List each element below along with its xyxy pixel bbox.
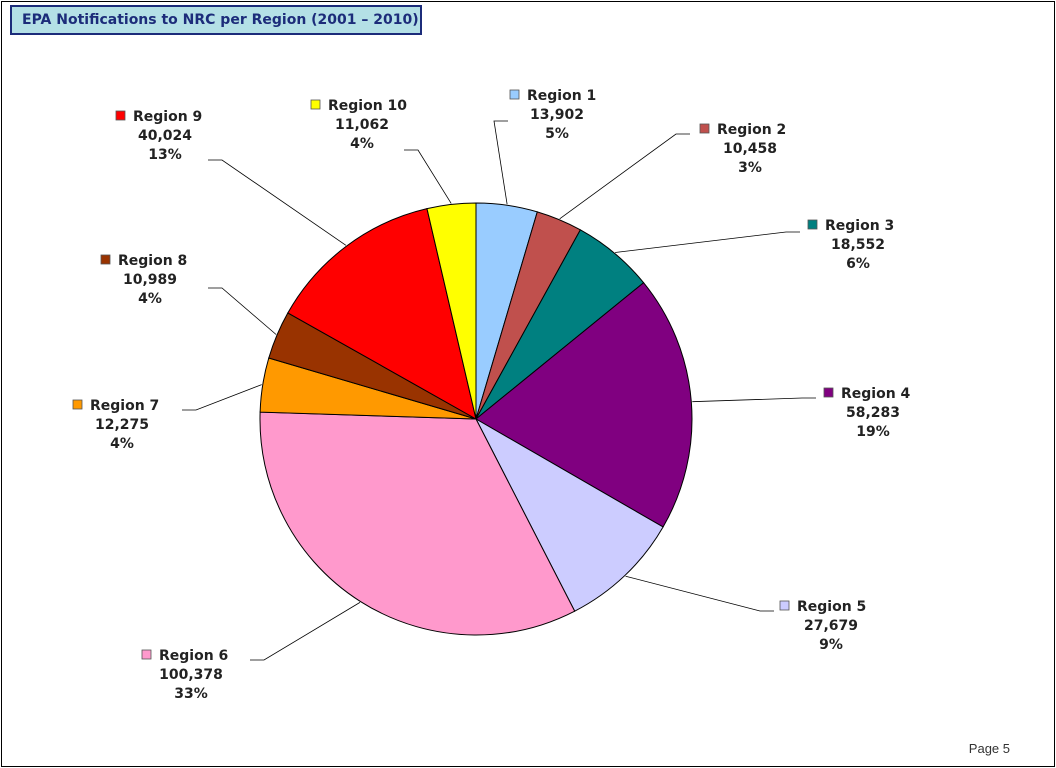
pie-slice-region-10 bbox=[426, 202, 477, 420]
leader-line bbox=[250, 602, 361, 661]
pie-slice-region-6 bbox=[259, 411, 576, 636]
slice-label-name: Region 1 bbox=[527, 88, 596, 104]
slice-label-name: Region 9 bbox=[133, 109, 202, 125]
leader-line bbox=[559, 133, 690, 220]
legend-swatch bbox=[141, 649, 152, 660]
slice-label-value: 58,283 bbox=[846, 405, 900, 421]
legend-swatch bbox=[779, 600, 790, 611]
slice-label-value: 27,679 bbox=[804, 618, 858, 634]
slice-label-percent: 19% bbox=[856, 424, 890, 440]
leader-line bbox=[208, 159, 347, 246]
slice-label-name: Region 3 bbox=[825, 218, 894, 234]
slice-label-value: 12,275 bbox=[95, 417, 149, 433]
pie-slice-region-4 bbox=[475, 282, 693, 528]
legend-swatch bbox=[72, 399, 83, 410]
leader-line bbox=[625, 575, 774, 612]
slice-label-name: Region 8 bbox=[118, 253, 187, 269]
slice-label-percent: 9% bbox=[819, 637, 843, 653]
slice-label-percent: 3% bbox=[738, 160, 762, 176]
chart-title-box: EPA Notifications to NRC per Region (200… bbox=[10, 5, 422, 35]
slice-label-percent: 4% bbox=[110, 436, 134, 452]
slice-label-value: 11,062 bbox=[335, 117, 389, 133]
leader-line bbox=[182, 384, 262, 411]
slice-label-name: Region 5 bbox=[797, 599, 866, 615]
slice-label-percent: 4% bbox=[138, 291, 162, 307]
slice-label-value: 18,552 bbox=[831, 237, 885, 253]
slice-label-value: 100,378 bbox=[159, 667, 223, 683]
legend-swatch bbox=[115, 110, 126, 121]
slice-label-name: Region 10 bbox=[328, 98, 407, 114]
slice-label-percent: 4% bbox=[350, 136, 374, 152]
leader-line bbox=[615, 231, 800, 253]
slice-label-percent: 33% bbox=[174, 686, 208, 702]
leader-line bbox=[208, 287, 277, 335]
slice-label-percent: 5% bbox=[545, 126, 569, 142]
legend-swatch bbox=[310, 99, 321, 110]
slice-label-value: 13,902 bbox=[530, 107, 584, 123]
slice-label-value: 10,458 bbox=[723, 141, 777, 157]
slice-label-name: Region 2 bbox=[717, 122, 786, 138]
legend-swatch bbox=[823, 387, 834, 398]
slice-label-name: Region 7 bbox=[90, 398, 159, 414]
pie-slice-region-9 bbox=[287, 208, 477, 420]
leader-line bbox=[493, 120, 508, 205]
slice-label-name: Region 4 bbox=[841, 386, 911, 402]
slice-label-percent: 6% bbox=[846, 256, 870, 272]
legend-swatch bbox=[509, 89, 520, 100]
legend-swatch bbox=[100, 254, 111, 265]
page-number: Page 5 bbox=[968, 741, 1010, 756]
slice-label-value: 10,989 bbox=[123, 272, 177, 288]
slice-label-value: 40,024 bbox=[138, 128, 192, 144]
slice-label-name: Region 6 bbox=[159, 648, 228, 664]
slice-label-percent: 13% bbox=[148, 147, 182, 163]
leader-line bbox=[404, 149, 452, 204]
pie-slice-region-5 bbox=[474, 417, 664, 612]
legend-swatch bbox=[699, 123, 710, 134]
legend-swatch bbox=[807, 219, 818, 230]
leader-line bbox=[692, 397, 816, 403]
chart-title: EPA Notifications to NRC per Region (200… bbox=[22, 12, 419, 28]
